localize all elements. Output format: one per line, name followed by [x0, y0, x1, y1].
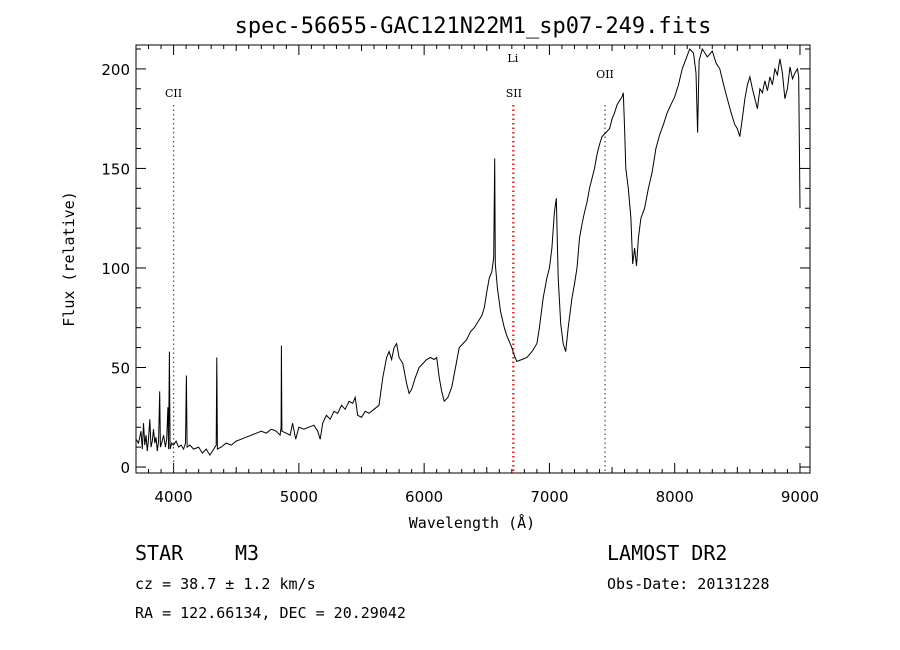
x-tick-label: 9000 [781, 488, 819, 506]
x-tick-label: 7000 [530, 488, 568, 506]
line-label-sii: SII [506, 87, 522, 100]
chart-title: spec-56655-GAC121N22M1_sp07-249.fits [235, 14, 712, 39]
y-tick-label: 50 [111, 359, 130, 377]
x-tick-label: 5000 [280, 488, 318, 506]
object-subclass: M3 [235, 541, 260, 565]
line-label-oii: OII [596, 68, 614, 81]
plot-frame [135, 44, 811, 474]
y-axis-label: Flux (relative) [60, 191, 78, 326]
survey-name: LAMOST DR2 [607, 541, 728, 565]
ra-dec-coordinates: RA = 122.66134, DEC = 20.29042 [135, 604, 406, 622]
spectrum-line [135, 47, 801, 457]
y-tick-label: 0 [120, 459, 130, 477]
y-tick-label: 150 [101, 160, 130, 178]
y-tick-label: 200 [101, 61, 130, 79]
object-class: STAR [135, 541, 184, 565]
line-label-cii: CII [165, 87, 182, 100]
x-tick-label: 6000 [405, 488, 443, 506]
y-tick-label: 100 [101, 260, 130, 278]
line-label-li: Li [507, 52, 518, 65]
x-tick-label: 4000 [154, 488, 192, 506]
x-axis-label: Wavelength (Å) [409, 513, 535, 532]
x-tick-label: 8000 [656, 488, 694, 506]
observation-date: Obs-Date: 20131228 [607, 575, 770, 593]
redshift-velocity: cz = 38.7 ± 1.2 km/s [135, 575, 316, 593]
